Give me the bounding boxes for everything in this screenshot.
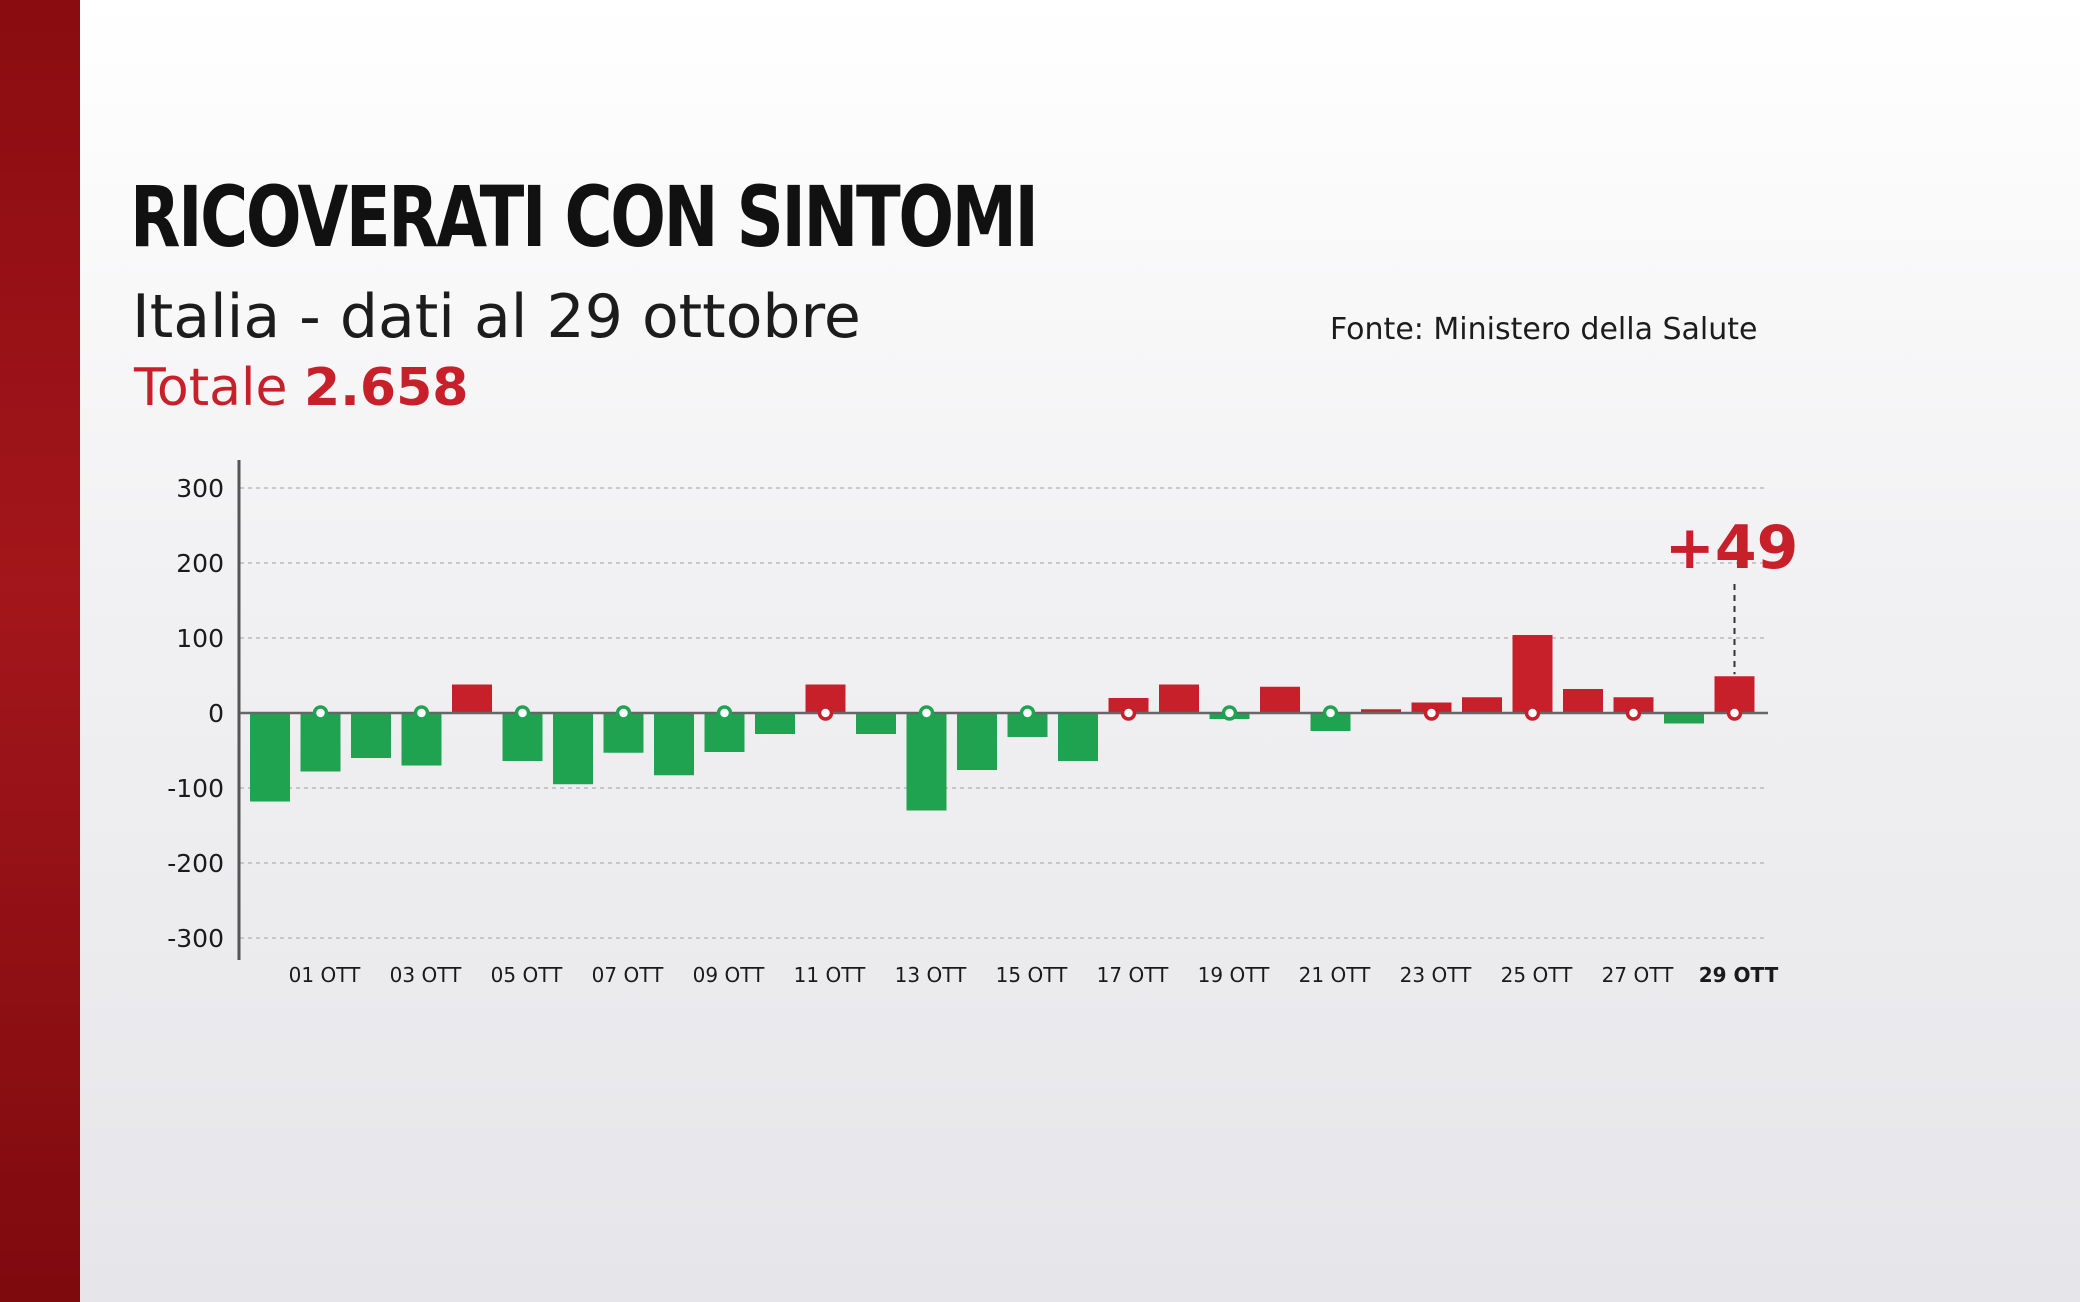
x-tick-label: 17 OTT <box>1097 963 1169 987</box>
bar-25-ott <box>1512 635 1553 713</box>
x-tick-label: 21 OTT <box>1299 963 1371 987</box>
y-tick-label: -300 <box>167 924 224 953</box>
zero-marker <box>1019 705 1036 721</box>
bar-02-ott <box>351 713 391 758</box>
axes <box>237 460 1768 960</box>
bar-26-ott <box>1563 689 1603 713</box>
bar-05-ott <box>502 713 543 761</box>
y-tick-label: 200 <box>176 549 224 578</box>
x-tick-label: 13 OTT <box>895 963 967 987</box>
zero-marker <box>716 705 733 721</box>
x-tick-label: 29 OTT <box>1699 963 1779 987</box>
bar-10-ott <box>755 713 795 734</box>
chart-title: RICOVERATI CON SINTOMI <box>130 168 1039 266</box>
bar-01-ott <box>300 713 341 772</box>
zero-marker <box>817 705 834 721</box>
x-tick-label: 23 OTT <box>1400 963 1472 987</box>
brand-side-bar <box>0 0 80 1302</box>
bar-06-ott <box>553 713 593 785</box>
x-tick-label: 07 OTT <box>592 963 664 987</box>
x-tick-label: 05 OTT <box>491 963 563 987</box>
zero-marker <box>918 705 935 721</box>
y-tick-label: -100 <box>167 774 224 803</box>
zero-marker <box>615 705 632 721</box>
zero-marker <box>1120 705 1137 721</box>
x-tick-label: 09 OTT <box>693 963 765 987</box>
bar-16-ott <box>1058 713 1098 761</box>
x-tick-label: 19 OTT <box>1198 963 1270 987</box>
bar-28-ott <box>1664 713 1704 724</box>
zero-marker <box>1423 705 1440 721</box>
x-tick-label: 03 OTT <box>390 963 462 987</box>
y-tick-label: 300 <box>176 474 224 503</box>
total-label: Totale <box>134 358 288 418</box>
zero-marker <box>312 705 329 721</box>
x-tick-label: 01 OTT <box>289 963 361 987</box>
x-tick-label: 11 OTT <box>794 963 866 987</box>
bar-27-ott <box>1613 697 1654 713</box>
bar-22-ott <box>1361 709 1401 713</box>
bar-13-ott <box>906 713 947 811</box>
total-value: 2.658 <box>303 358 469 418</box>
bars <box>250 635 1755 811</box>
x-tick-label: 15 OTT <box>996 963 1068 987</box>
y-tick-labels: 300 200 100 0 -100 -200 -300 <box>167 474 224 953</box>
zero-marker <box>1625 705 1642 721</box>
bar-12-ott <box>856 713 896 734</box>
total-line: Totale 2.658 <box>134 358 468 418</box>
zero-marker <box>1322 705 1339 721</box>
x-tick-label: 27 OTT <box>1602 963 1674 987</box>
zero-marker <box>514 705 531 721</box>
callout: +49 <box>1665 513 1799 675</box>
bar-18-ott <box>1159 684 1199 713</box>
bar-04-ott <box>452 684 492 713</box>
zero-marker <box>413 705 430 721</box>
bar-21-ott <box>1310 713 1351 731</box>
zero-markers <box>312 705 1743 721</box>
zero-marker <box>1221 705 1238 721</box>
y-tick-label: -200 <box>167 849 224 878</box>
bar-20-ott <box>1260 686 1300 713</box>
callout-label: +49 <box>1665 513 1799 583</box>
y-tick-label: 100 <box>176 624 224 653</box>
y-tick-label: 0 <box>208 699 224 728</box>
grid-lines <box>240 487 1768 939</box>
zero-marker <box>1726 705 1743 721</box>
zero-marker <box>1524 705 1541 721</box>
chart-subtitle: Italia - dati al 29 ottobre <box>132 282 861 352</box>
source-credit: Fonte: Ministero della Salute <box>1330 312 1758 347</box>
bar-30-set <box>250 713 290 802</box>
bar-08-ott <box>654 713 694 776</box>
bar-14-ott <box>957 713 997 770</box>
x-tick-label: 25 OTT <box>1501 963 1573 987</box>
bar-24-ott <box>1462 697 1502 713</box>
x-tick-labels: 01 OTT 03 OTT 05 OTT 07 OTT 09 OTT 11 OTT 13 O… <box>289 963 1779 987</box>
bar-03-ott <box>401 713 442 766</box>
